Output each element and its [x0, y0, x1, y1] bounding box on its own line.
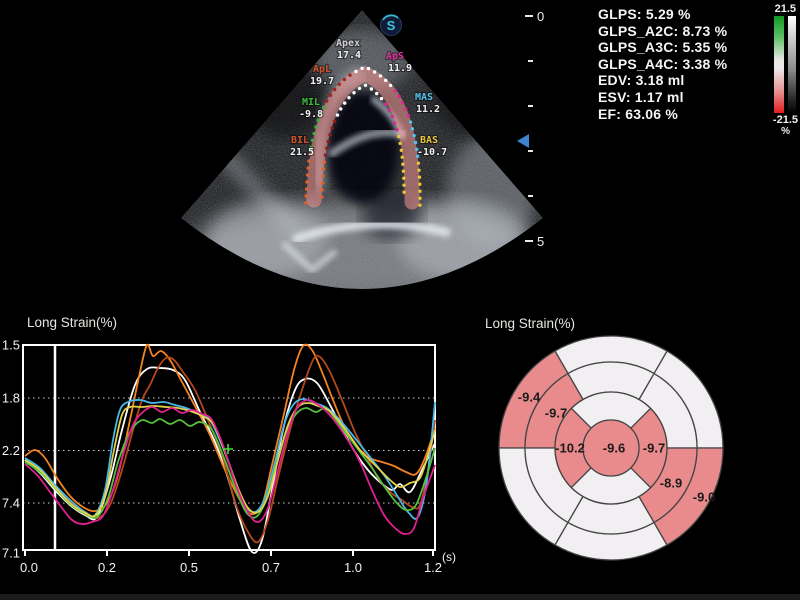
depth-label-top: 0 [537, 9, 544, 24]
y-tick-label: 1.8 [2, 391, 20, 406]
measurement-esv: ESV: 1.17 ml [598, 88, 684, 105]
colorbar-max-label: 21.5 [774, 3, 796, 15]
measurement-glps-a4c: GLPS_A4C: 3.38 % [598, 55, 728, 72]
bullseye-value-outer-300: -9.0 [693, 490, 715, 505]
measurement-ef: EF: 63.06 % [598, 105, 679, 122]
y-tick-label: 7.1 [2, 546, 20, 561]
y-tick-label: 2.2 [2, 443, 20, 458]
bullseye-value-apex: -9.6 [603, 441, 625, 456]
ultrasound-fan [181, 10, 543, 289]
segment-value-apex: 17.4 [337, 50, 361, 61]
measurement-edv: EDV: 3.18 ml [598, 72, 685, 89]
segment-label-bil: BIL [291, 135, 309, 146]
bullseye-value-mid-120: -9.7 [545, 406, 567, 421]
segment-label-mil: MIL [302, 97, 320, 108]
x-tick-label: 1.2 [424, 560, 442, 575]
bullseye-value-mid-300: -8.9 [660, 476, 682, 491]
strain-curve-BAS [24, 402, 436, 518]
segment-value-mil: -9.8 [299, 109, 323, 120]
segment-value-bas: -10.7 [417, 147, 447, 158]
strain-curve-BIL [24, 343, 436, 516]
bullseye-title: Long Strain(%) [485, 316, 575, 331]
chart-title: Long Strain(%) [27, 315, 117, 330]
bullseye-segment-apex [582, 419, 640, 477]
x-tick-label: 0.0 [20, 560, 38, 575]
bullseye-value-apical-135: -10.2 [555, 441, 585, 456]
logo-letter: S [387, 18, 396, 33]
y-tick-label: 1.5 [2, 338, 20, 353]
depth-ruler: 0 5 [525, 9, 544, 249]
strain-colorbar: 21.5 -21.5 % [758, 3, 798, 137]
measurement-glps-a3c: GLPS_A3C: 5.35 % [598, 39, 728, 56]
segment-value-bil: 21.5 [290, 147, 314, 158]
measurement-glps-a2c: GLPS_A2C: 8.73 % [598, 22, 728, 39]
chart-crosshair-marker[interactable] [223, 444, 233, 454]
segment-label-mas: MAS [415, 92, 433, 103]
x-tick-label: 1.0 [344, 560, 362, 575]
x-tick-label: 0.7 [262, 560, 280, 575]
x-axis-unit: (s) [442, 550, 456, 564]
y-tick-label: 7.4 [2, 496, 20, 511]
bullseye-map: Long Strain(%) -9.4 -9.0 -9.7 -8.9 -10.2 -9.7… [485, 316, 724, 561]
segment-value-apl: 19.7 [310, 76, 334, 87]
strain-curve-ApS [24, 398, 436, 535]
measurement-glps: GLPS: 5.29 % [598, 6, 691, 22]
segment-label-bas: BAS [420, 135, 438, 146]
segment-label-apl: ApL [313, 64, 331, 75]
strain-color-scale [774, 16, 784, 113]
strain-roi-contour [304, 65, 422, 210]
bottom-strip [0, 594, 800, 600]
segment-label-apex: Apex [336, 38, 360, 49]
colorbar-min-label: -21.5 [772, 114, 798, 126]
measurements-panel: GLPS: 5.29 % GLPS_A2C: 8.73 % GLPS_A3C: 5.… [598, 6, 727, 122]
x-tick-label: 0.2 [98, 560, 116, 575]
segment-value-mas: 11.2 [416, 104, 440, 115]
segment-label-aps: ApS [386, 51, 404, 62]
strain-curves-chart: Long Strain(%) 1.5 1.8 2.2 7.4 7.10.0 0.2 0.5 0… [2, 315, 456, 575]
focus-marker-arrow[interactable] [517, 134, 529, 148]
depth-label-bottom: 5 [537, 234, 544, 249]
gray-scale-bar [788, 16, 796, 113]
vendor-logo: S [380, 14, 402, 36]
strain-curve-MIL [24, 406, 436, 519]
bullseye-value-apical-315: -9.7 [643, 441, 665, 456]
x-tick-label: 0.5 [180, 560, 198, 575]
bullseye-value-outer-120: -9.4 [518, 390, 541, 405]
colorbar-unit: % [781, 126, 790, 137]
segment-value-aps: 11.9 [388, 63, 412, 74]
